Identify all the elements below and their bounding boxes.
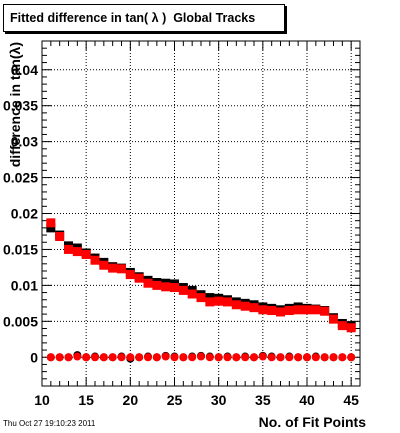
data-point-square [64, 244, 73, 254]
data-point-circle [161, 352, 170, 361]
data-point-circle [223, 353, 232, 362]
data-point-circle [126, 353, 135, 362]
data-point-square [284, 306, 294, 316]
data-point-circle [250, 353, 258, 362]
chart-title-box: Fitted difference in tan( λ ) Global Tra… [3, 4, 285, 32]
data-point-circle [205, 353, 214, 362]
data-point-circle [46, 353, 55, 362]
data-point-circle [144, 353, 152, 362]
data-point-square [311, 305, 321, 315]
y-tick-label: 0.02 [11, 206, 38, 222]
y-tick-label: 0 [30, 349, 38, 365]
timestamp-footer: Thu Oct 27 19:10:23 2011 [3, 419, 96, 428]
data-point-circle [117, 353, 126, 362]
data-point-circle [329, 353, 338, 362]
data-point-circle [99, 353, 108, 362]
data-point-square [117, 264, 126, 274]
data-point-square [161, 282, 171, 292]
data-point-square [196, 293, 206, 303]
data-point-square [81, 249, 91, 259]
data-point-circle [214, 353, 223, 362]
data-point-square [302, 305, 312, 315]
data-point-square [72, 247, 82, 257]
data-point-circle [285, 353, 294, 362]
x-tick-label: 25 [167, 392, 183, 408]
data-point-circle [73, 352, 82, 361]
y-tick-label: 0.025 [3, 170, 38, 186]
data-point-circle [197, 352, 205, 361]
x-tick-label: 20 [123, 392, 139, 408]
data-point-square [90, 255, 100, 265]
y-tick-label: 0.03 [11, 134, 38, 150]
data-point-square [55, 232, 65, 241]
data-point-circle [241, 353, 250, 362]
y-tick-label: 0.035 [3, 98, 38, 114]
data-point-circle [82, 353, 91, 362]
data-point-square [46, 218, 56, 228]
data-point-square [276, 307, 285, 317]
data-point-square [337, 321, 347, 331]
data-point-circle [108, 353, 117, 362]
data-point-square [231, 300, 241, 310]
y-tick-label: 0.04 [11, 62, 38, 78]
data-point-square [187, 289, 197, 299]
data-point-square [46, 223, 56, 233]
data-point-circle [258, 352, 267, 361]
y-axis-label: difference in tan(λ) [7, 42, 23, 167]
data-point-square [267, 306, 277, 316]
data-point-circle [170, 353, 179, 362]
data-point-square [152, 280, 162, 290]
y-tick-label: 0.005 [3, 313, 38, 329]
data-point-square [214, 296, 224, 306]
x-tick-label: 30 [211, 392, 227, 408]
data-point-square [293, 305, 303, 315]
data-point-circle [294, 353, 303, 362]
x-axis-label: No. of Fit Points [259, 414, 367, 430]
data-point-square [258, 305, 268, 315]
data-point-circle [91, 353, 99, 362]
data-point-square [134, 273, 144, 283]
y-tick-label: 0.015 [3, 241, 38, 257]
data-point-square [178, 285, 188, 295]
data-point-circle [320, 353, 329, 362]
data-point-circle [303, 353, 311, 362]
data-point-circle [267, 353, 276, 362]
data-point-square [249, 303, 259, 313]
axes: 10 15 20 25 30 35 40 45 0 0.005 0.01 0.015 0.02 0.025… [3, 40, 361, 408]
x-tick-label: 35 [255, 392, 271, 408]
data-point-circle [276, 353, 285, 362]
data-point-square [108, 263, 118, 273]
data-point-square [205, 297, 215, 307]
data-point-square [99, 260, 109, 270]
x-tick-label: 45 [343, 392, 359, 408]
chart-title: Fitted difference in tan( λ ) Global Tra… [10, 11, 256, 25]
data-point-circle [152, 353, 161, 362]
data-point-circle [179, 353, 188, 362]
data-point-square [346, 323, 356, 333]
x-tick-label: 40 [299, 392, 315, 408]
data-point-circle [311, 353, 320, 362]
data-point-square [320, 306, 330, 316]
data-point-circle [347, 353, 356, 362]
x-tick-label: 10 [34, 392, 50, 408]
data-point-square [223, 297, 232, 307]
data-point-square [240, 301, 250, 311]
data-point-circle [135, 353, 144, 362]
data-point-square [125, 270, 135, 280]
data-point-circle [338, 353, 347, 362]
data-point-square [329, 314, 338, 324]
data-point-circle [55, 353, 64, 362]
grid [42, 41, 360, 386]
data-point-circle [64, 353, 73, 362]
data-marks [46, 218, 356, 363]
data-point-square [143, 278, 153, 288]
y-tick-label: 0.01 [11, 277, 38, 293]
x-tick-label: 15 [78, 392, 94, 408]
data-point-square [170, 283, 179, 293]
data-point-circle [188, 353, 197, 362]
data-point-circle [232, 353, 241, 362]
